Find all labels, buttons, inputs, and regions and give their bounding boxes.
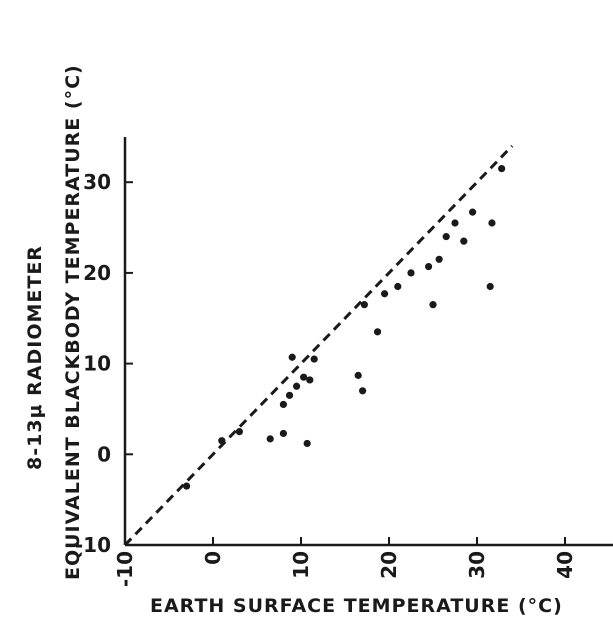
data-point [354,371,362,379]
x-tick-label: 10 [289,551,313,579]
x-tick-label: 30 [465,551,489,579]
y-tick-label: 0 [97,442,111,466]
x-tick-label: 40 [553,551,577,579]
data-point [435,255,443,263]
data-point [460,237,468,245]
data-point [293,382,301,390]
y-tick-label: 30 [83,170,111,194]
data-point [488,219,496,227]
data-point [279,400,287,409]
data-point [407,269,415,277]
data-point [218,437,226,445]
y-tick-label: 20 [83,261,111,285]
x-ticks: -10 0 10 20 30 40 [113,537,577,587]
data-point [235,428,243,436]
data-point [266,435,274,443]
data-point [381,290,389,298]
reference-line-layer [123,144,514,547]
data-point [469,208,477,216]
x-axis-title: EARTH SURFACE TEMPERATURE (°C) [150,595,563,617]
data-point [498,164,506,173]
data-point [425,262,433,271]
data-point [310,355,318,363]
data-point [285,391,294,399]
data-point [288,353,296,361]
data-point [360,301,368,309]
data-point [303,439,311,448]
x-tick-label: 20 [377,551,401,579]
data-point [359,387,367,395]
data-point [183,482,191,490]
x-tick-label: 0 [201,551,225,565]
data-point [300,373,308,381]
axes [123,137,613,547]
points-layer [183,164,506,490]
x-tick-label: -10 [113,551,137,587]
reference-line-dashed [123,144,514,547]
y-ticks: -10 0 10 20 30 [75,170,133,557]
y-tick-label: -10 [75,533,111,557]
y-tick-label: 10 [83,352,111,376]
data-point [394,282,402,291]
data-point [429,301,437,309]
data-point [486,282,494,291]
data-point [279,429,287,438]
data-point [442,233,450,241]
data-point [451,219,459,227]
data-point [306,376,314,384]
data-point [373,328,382,336]
y-axis-title-line1: 8-13μ RADIOMETER [24,245,46,470]
y-axis-title-line2: EQUIVALENT BLACKBODY TEMPERATURE (°C) [62,64,84,580]
